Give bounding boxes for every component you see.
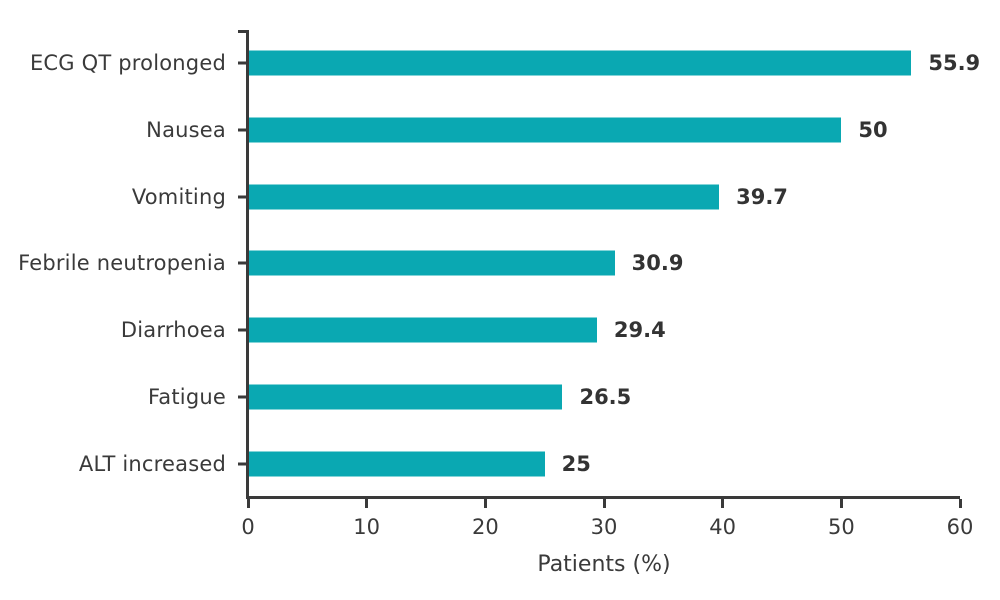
category-label: Febrile neutropenia bbox=[18, 251, 226, 276]
x-axis-tick bbox=[958, 499, 962, 508]
y-axis-line bbox=[246, 30, 249, 499]
y-axis-tick bbox=[238, 261, 247, 265]
x-axis-tick-label: 10 bbox=[353, 515, 381, 539]
x-axis-line bbox=[246, 496, 960, 499]
y-axis-tick bbox=[238, 328, 247, 332]
category-label: Diarrhoea bbox=[120, 318, 226, 343]
y-axis-top-tick bbox=[238, 30, 246, 33]
bar-row: Febrile neutropenia 30.9 bbox=[0, 230, 960, 297]
bar bbox=[248, 50, 912, 76]
y-axis-tick bbox=[238, 462, 247, 466]
y-axis-tick bbox=[238, 61, 247, 65]
y-axis-tick bbox=[238, 128, 247, 132]
x-axis-tick bbox=[839, 499, 843, 508]
category-label: ALT increased bbox=[78, 451, 226, 476]
bar-row: Fatigue 26.5 bbox=[0, 364, 960, 431]
x-axis-tick-label: 40 bbox=[709, 515, 737, 539]
x-axis-tick-label: 20 bbox=[471, 515, 499, 539]
x-axis-tick-label: 30 bbox=[590, 515, 618, 539]
bar-value-label: 25 bbox=[561, 451, 591, 476]
x-axis-tick bbox=[602, 499, 606, 508]
x-axis-tick bbox=[483, 499, 487, 508]
category-label: Nausea bbox=[146, 118, 226, 143]
x-axis-title: Patients (%) bbox=[537, 552, 671, 577]
bar-row: Nausea 50 bbox=[0, 97, 960, 164]
x-axis-tick bbox=[365, 499, 369, 508]
category-label: Vomiting bbox=[131, 184, 226, 209]
bar-row: ALT increased 25 bbox=[0, 430, 960, 497]
y-axis-tick bbox=[238, 395, 247, 399]
bar-value-label: 30.9 bbox=[631, 251, 684, 276]
bar-value-label: 39.7 bbox=[736, 184, 788, 209]
bar-row: Vomiting 39.7 bbox=[0, 163, 960, 230]
x-axis-tick-label: 50 bbox=[827, 515, 855, 539]
bar bbox=[248, 451, 545, 477]
category-label: Fatigue bbox=[147, 384, 226, 409]
bar bbox=[248, 384, 563, 410]
x-axis-tick bbox=[721, 499, 725, 508]
bar-value-label: 26.5 bbox=[579, 384, 632, 409]
bar bbox=[248, 317, 597, 343]
y-axis-tick bbox=[238, 195, 247, 199]
x-axis-tick-label: 0 bbox=[241, 515, 255, 539]
bar-row: Diarrhoea 29.4 bbox=[0, 297, 960, 364]
x-axis-tick bbox=[246, 499, 250, 508]
bar-row: ECG QT prolonged 55.9 bbox=[0, 30, 980, 97]
bar bbox=[248, 184, 720, 210]
bar bbox=[248, 117, 842, 143]
bar-value-label: 55.9 bbox=[928, 51, 981, 76]
bar bbox=[248, 250, 615, 276]
x-axis-tick-label: 60 bbox=[946, 515, 974, 539]
category-label: ECG QT prolonged bbox=[29, 51, 226, 76]
bar-value-label: 29.4 bbox=[613, 318, 666, 343]
bar-value-label: 50 bbox=[858, 118, 888, 143]
